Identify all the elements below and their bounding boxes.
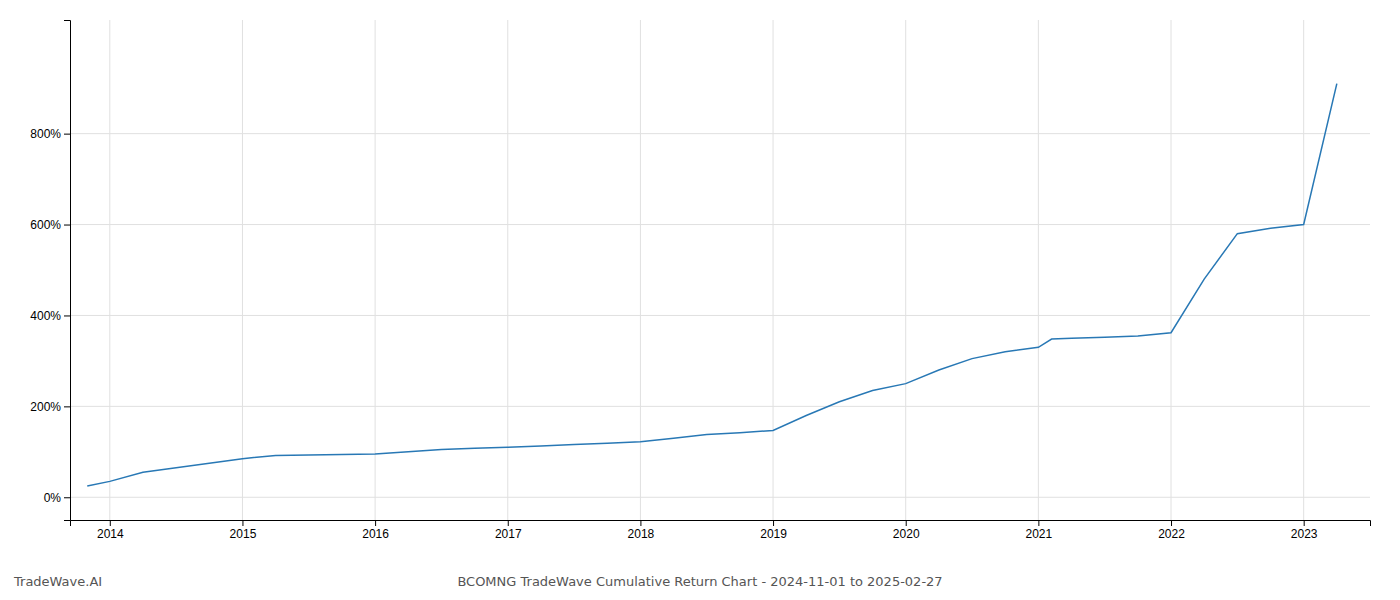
y-tick-mark — [64, 315, 70, 316]
y-tick-label: 200% — [30, 400, 61, 414]
line — [87, 84, 1337, 486]
x-tick-label: 2017 — [495, 527, 522, 541]
grid — [70, 20, 1370, 520]
x-tick-label: 2020 — [893, 527, 920, 541]
y-tick-mark — [64, 225, 70, 226]
x-tick: 2017 — [495, 520, 522, 541]
y-tick-mark — [64, 497, 70, 498]
y-tick-label: 0% — [44, 491, 62, 505]
grid-line — [242, 20, 243, 520]
marks — [87, 84, 1337, 486]
x-tick-mark — [242, 520, 243, 526]
y-tick: 0% — [44, 491, 70, 505]
grid-line — [70, 133, 1370, 134]
x-tick-label: 2016 — [362, 527, 389, 541]
x-axis-line — [71, 521, 1371, 527]
x-tick-mark — [110, 520, 111, 526]
x-tick-label: 2019 — [760, 527, 787, 541]
grid-line — [1303, 20, 1304, 520]
x-tick: 2019 — [760, 520, 787, 541]
y-axis: 0% 200% 400% 600% 800% — [30, 21, 70, 521]
title: BCOMNG TradeWave Cumulative Return Chart… — [457, 574, 942, 589]
y-tick: 200% — [30, 400, 70, 414]
y-tick-label: 600% — [30, 218, 61, 232]
y-tick-mark — [64, 134, 70, 135]
x-tick-mark — [906, 520, 907, 526]
plot-area: 2014 2015 2016 2017 2018 2019 2020 2021 2022 2023… — [30, 20, 1370, 541]
grid-line — [640, 20, 641, 520]
x-tick-mark — [773, 520, 774, 526]
x-tick: 2014 — [97, 520, 124, 541]
x-tick-label: 2018 — [628, 527, 655, 541]
y-tick: 600% — [30, 218, 70, 232]
grid-line — [70, 497, 1370, 498]
x-tick-mark — [640, 520, 641, 526]
grid-line — [375, 20, 376, 520]
x-tick: 2021 — [1026, 520, 1053, 541]
y-tick-label: 400% — [30, 309, 61, 323]
y-tick: 400% — [30, 309, 70, 323]
x-tick-label: 2014 — [97, 527, 124, 541]
grid-line — [70, 224, 1370, 225]
x-tick-mark — [508, 520, 509, 526]
grid-line — [905, 20, 906, 520]
y-axis-line — [64, 21, 71, 521]
x-tick: 2020 — [893, 520, 920, 541]
x-tick-label: 2021 — [1026, 527, 1053, 541]
grid-line — [1171, 20, 1172, 520]
x-tick: 2023 — [1291, 520, 1318, 541]
x-axis: 2014 2015 2016 2017 2018 2019 2020 2021 2022 2023 — [71, 520, 1371, 541]
x-tick-label: 2015 — [230, 527, 257, 541]
y-tick-mark — [64, 406, 70, 407]
x-tick: 2015 — [230, 520, 257, 541]
grid-line — [70, 406, 1370, 407]
x-tick-mark — [1304, 520, 1305, 526]
x-tick-label: 2022 — [1158, 527, 1185, 541]
grid-line — [1038, 20, 1039, 520]
grid-line — [70, 315, 1370, 316]
x-tick: 2022 — [1158, 520, 1185, 541]
y-tick-label: 800% — [30, 127, 61, 141]
grid-line — [507, 20, 508, 520]
watermark: TradeWave.AI — [13, 574, 102, 589]
grid-line — [773, 20, 774, 520]
grid-line — [109, 20, 110, 520]
y-tick: 800% — [30, 127, 70, 141]
x-tick: 2016 — [362, 520, 389, 541]
chart: 2014 2015 2016 2017 2018 2019 2020 2021 2022 2023… — [0, 0, 1400, 600]
x-tick-mark — [1038, 520, 1039, 526]
x-tick: 2018 — [628, 520, 655, 541]
x-tick-mark — [375, 520, 376, 526]
x-tick-mark — [1171, 520, 1172, 526]
x-tick-label: 2023 — [1291, 527, 1318, 541]
